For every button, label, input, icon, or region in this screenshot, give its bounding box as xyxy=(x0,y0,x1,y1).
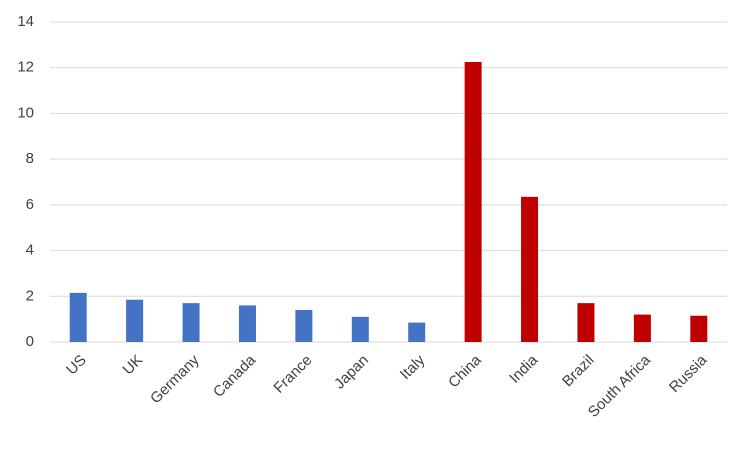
y-tick-label: 0 xyxy=(26,333,34,350)
bar xyxy=(295,310,313,342)
y-tick-label: 6 xyxy=(26,196,34,213)
bar xyxy=(126,299,144,342)
y-tick-label: 12 xyxy=(17,59,34,76)
bar xyxy=(690,315,708,342)
x-tick-label: UK xyxy=(120,352,147,379)
bar xyxy=(69,292,87,342)
x-tick-label: Canada xyxy=(210,351,260,401)
bar xyxy=(633,314,651,342)
bar xyxy=(464,62,482,342)
x-tick-label: India xyxy=(506,351,541,386)
bar xyxy=(408,322,426,342)
y-tick-label: 4 xyxy=(26,242,34,259)
bar xyxy=(182,303,200,342)
bar xyxy=(577,303,595,342)
y-tick-label: 14 xyxy=(17,13,34,30)
x-tick-label: US xyxy=(63,352,90,379)
bar xyxy=(351,316,369,342)
x-tick-label: China xyxy=(445,351,485,391)
y-tick-label: 10 xyxy=(17,104,34,121)
x-tick-label: Brazil xyxy=(559,352,598,391)
x-tick-label: Germany xyxy=(147,351,203,407)
bar xyxy=(238,305,256,342)
x-tick-label: Japan xyxy=(331,352,372,393)
x-tick-label: France xyxy=(270,352,315,397)
x-tick-label: Italy xyxy=(397,351,429,383)
x-tick-label: Russia xyxy=(666,351,711,396)
y-tick-label: 2 xyxy=(26,287,34,304)
bar xyxy=(521,196,539,342)
y-tick-label: 8 xyxy=(26,150,34,167)
